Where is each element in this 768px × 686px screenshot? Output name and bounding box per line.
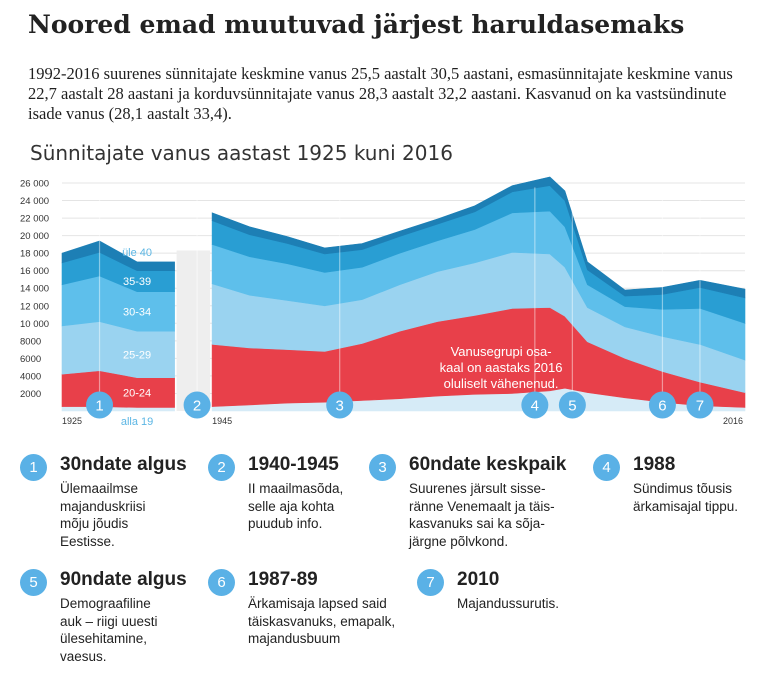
annotation-line: oluliselt vähenenud.	[444, 376, 559, 391]
band-labels: alla 19 20-24 25-29 30-34 35-39 üle 40	[121, 247, 153, 428]
marker-number: 6	[658, 398, 666, 415]
band-label-35-39: 35-39	[123, 276, 151, 288]
marker-circle	[648, 391, 676, 419]
marker-number: 7	[696, 398, 704, 415]
marker-circle	[183, 391, 211, 419]
note-number-badge: 6	[208, 569, 235, 596]
marker-circle	[558, 391, 586, 419]
y-tick-label: 16 000	[20, 266, 49, 277]
y-tick-label: 6000	[20, 354, 41, 365]
page-title: Noored emad muutuvad järjest haruldasema…	[28, 10, 685, 39]
y-tick-label: 18 000	[20, 249, 49, 260]
y-tick-label: 8000	[20, 336, 41, 347]
band-label-alla-19: alla 19	[121, 416, 153, 428]
note-title: 90ndate algus	[60, 569, 187, 590]
marker-7: 7	[686, 391, 714, 419]
marker-number: 1	[95, 398, 103, 415]
band-label-30-34: 30-34	[123, 306, 151, 318]
annotation: Vanusegrupi osa-kaal on aastaks 2016olul…	[440, 344, 563, 391]
note-title: 1940-1945	[248, 454, 339, 475]
marker-circle	[686, 391, 714, 419]
note-number-badge: 4	[593, 454, 620, 481]
area-üle-40	[61, 240, 175, 271]
page-subtitle: 1992-2016 suurenes sünnitajate keskmine …	[28, 64, 733, 123]
marker-circle	[521, 391, 549, 419]
note-number-badge: 5	[20, 569, 47, 596]
note-text: Ülemaailmse majanduskriisi mõju jõudis E…	[60, 481, 146, 549]
y-tick-label: 22 000	[20, 214, 49, 225]
band-label-25-29: 25-29	[123, 349, 151, 361]
note-number-badge: 3	[369, 454, 396, 481]
marker-number: 3	[336, 398, 344, 415]
note-title: 1987-89	[248, 569, 318, 590]
marker-number: 2	[193, 398, 201, 415]
stacked-area-chart: 26 000 24 000 22 000 20 000 18 000 16 000 14 0…	[20, 176, 746, 428]
x-tick-label: 1945	[212, 416, 232, 426]
marker-5: 5	[558, 391, 586, 419]
annotation-line: kaal on aastaks 2016	[440, 360, 563, 375]
note-number-badge: 1	[20, 454, 47, 481]
annotation-line: Vanusegrupi osa-	[451, 344, 552, 359]
x-tick-label: 1925	[62, 416, 82, 426]
y-tick-label: 26 000	[20, 179, 49, 190]
note-title: 2010	[457, 569, 500, 590]
area-layers	[61, 176, 746, 412]
marker-4: 4	[521, 391, 549, 419]
note-number-badge: 7	[417, 569, 444, 596]
band-label-20-24: 20-24	[123, 388, 151, 400]
note-text: Demograafiline auk – riigi uuesti üleseh…	[60, 596, 158, 664]
marker-3: 3	[326, 391, 354, 419]
y-tick-label: 20 000	[20, 231, 49, 242]
marker-circle	[326, 391, 354, 419]
note-text: Ärkamisaja lapsed said täiskasvanuks, em…	[248, 596, 396, 646]
no-data-region	[176, 250, 211, 411]
y-tick-label: 10 000	[20, 319, 49, 330]
note-number-badge: 2	[208, 454, 235, 481]
y-tick-label: 2000	[20, 389, 41, 400]
y-tick-label: 4000	[20, 371, 41, 382]
y-tick-label: 12 000	[20, 301, 49, 312]
marker-number: 5	[568, 398, 576, 415]
note-text: Suurenes järsult sisse- ränne Venemaalt …	[409, 481, 555, 549]
y-tick-label: 14 000	[20, 284, 49, 295]
event-markers: 1 2 3 4 5 6 7	[86, 391, 714, 419]
chart-title: Sünnitajate vanus aastast 1925 kuni 2016	[30, 141, 453, 165]
marker-1: 1	[86, 391, 114, 419]
y-axis-ticks: 26 000 24 000 22 000 20 000 18 000 16 000 14 0…	[20, 179, 49, 400]
note-text: II maailmasõda, selle aja kohta puudub i…	[248, 481, 344, 531]
marker-2: 2	[183, 391, 211, 419]
marker-number: 4	[531, 398, 539, 415]
data-gap	[176, 250, 211, 411]
note-title: 60ndate keskpaik	[409, 454, 567, 475]
note-title: 30ndate algus	[60, 454, 187, 475]
y-tick-label: 24 000	[20, 196, 49, 207]
band-label-üle-40: üle 40	[122, 247, 152, 259]
marker-lines	[98, 187, 701, 411]
marker-circle	[86, 391, 114, 419]
area-üle-40	[211, 176, 746, 299]
x-tick-label: 2016	[723, 416, 743, 426]
note-title: 1988	[633, 454, 676, 475]
note-text: Majandussurutis.	[457, 596, 560, 611]
note-text: Sündimus tõusis ärkamisajal tippu.	[633, 481, 739, 514]
marker-6: 6	[648, 391, 676, 419]
x-axis-ticks: 1925 1945 2016	[62, 416, 743, 426]
